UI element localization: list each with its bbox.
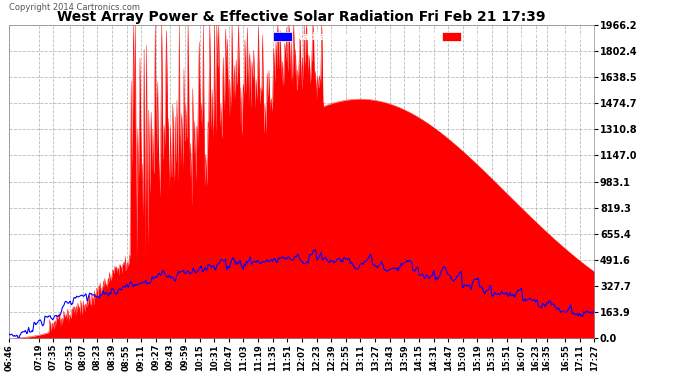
Legend: Radiation (Effective w/m2), West Array (DC Watts): Radiation (Effective w/m2), West Array (…: [271, 30, 589, 44]
Title: West Array Power & Effective Solar Radiation Fri Feb 21 17:39: West Array Power & Effective Solar Radia…: [57, 9, 546, 24]
Text: Copyright 2014 Cartronics.com: Copyright 2014 Cartronics.com: [9, 3, 139, 12]
